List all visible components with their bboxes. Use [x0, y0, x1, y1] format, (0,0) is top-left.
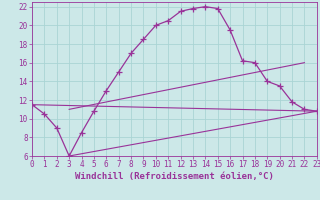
X-axis label: Windchill (Refroidissement éolien,°C): Windchill (Refroidissement éolien,°C)	[75, 172, 274, 181]
